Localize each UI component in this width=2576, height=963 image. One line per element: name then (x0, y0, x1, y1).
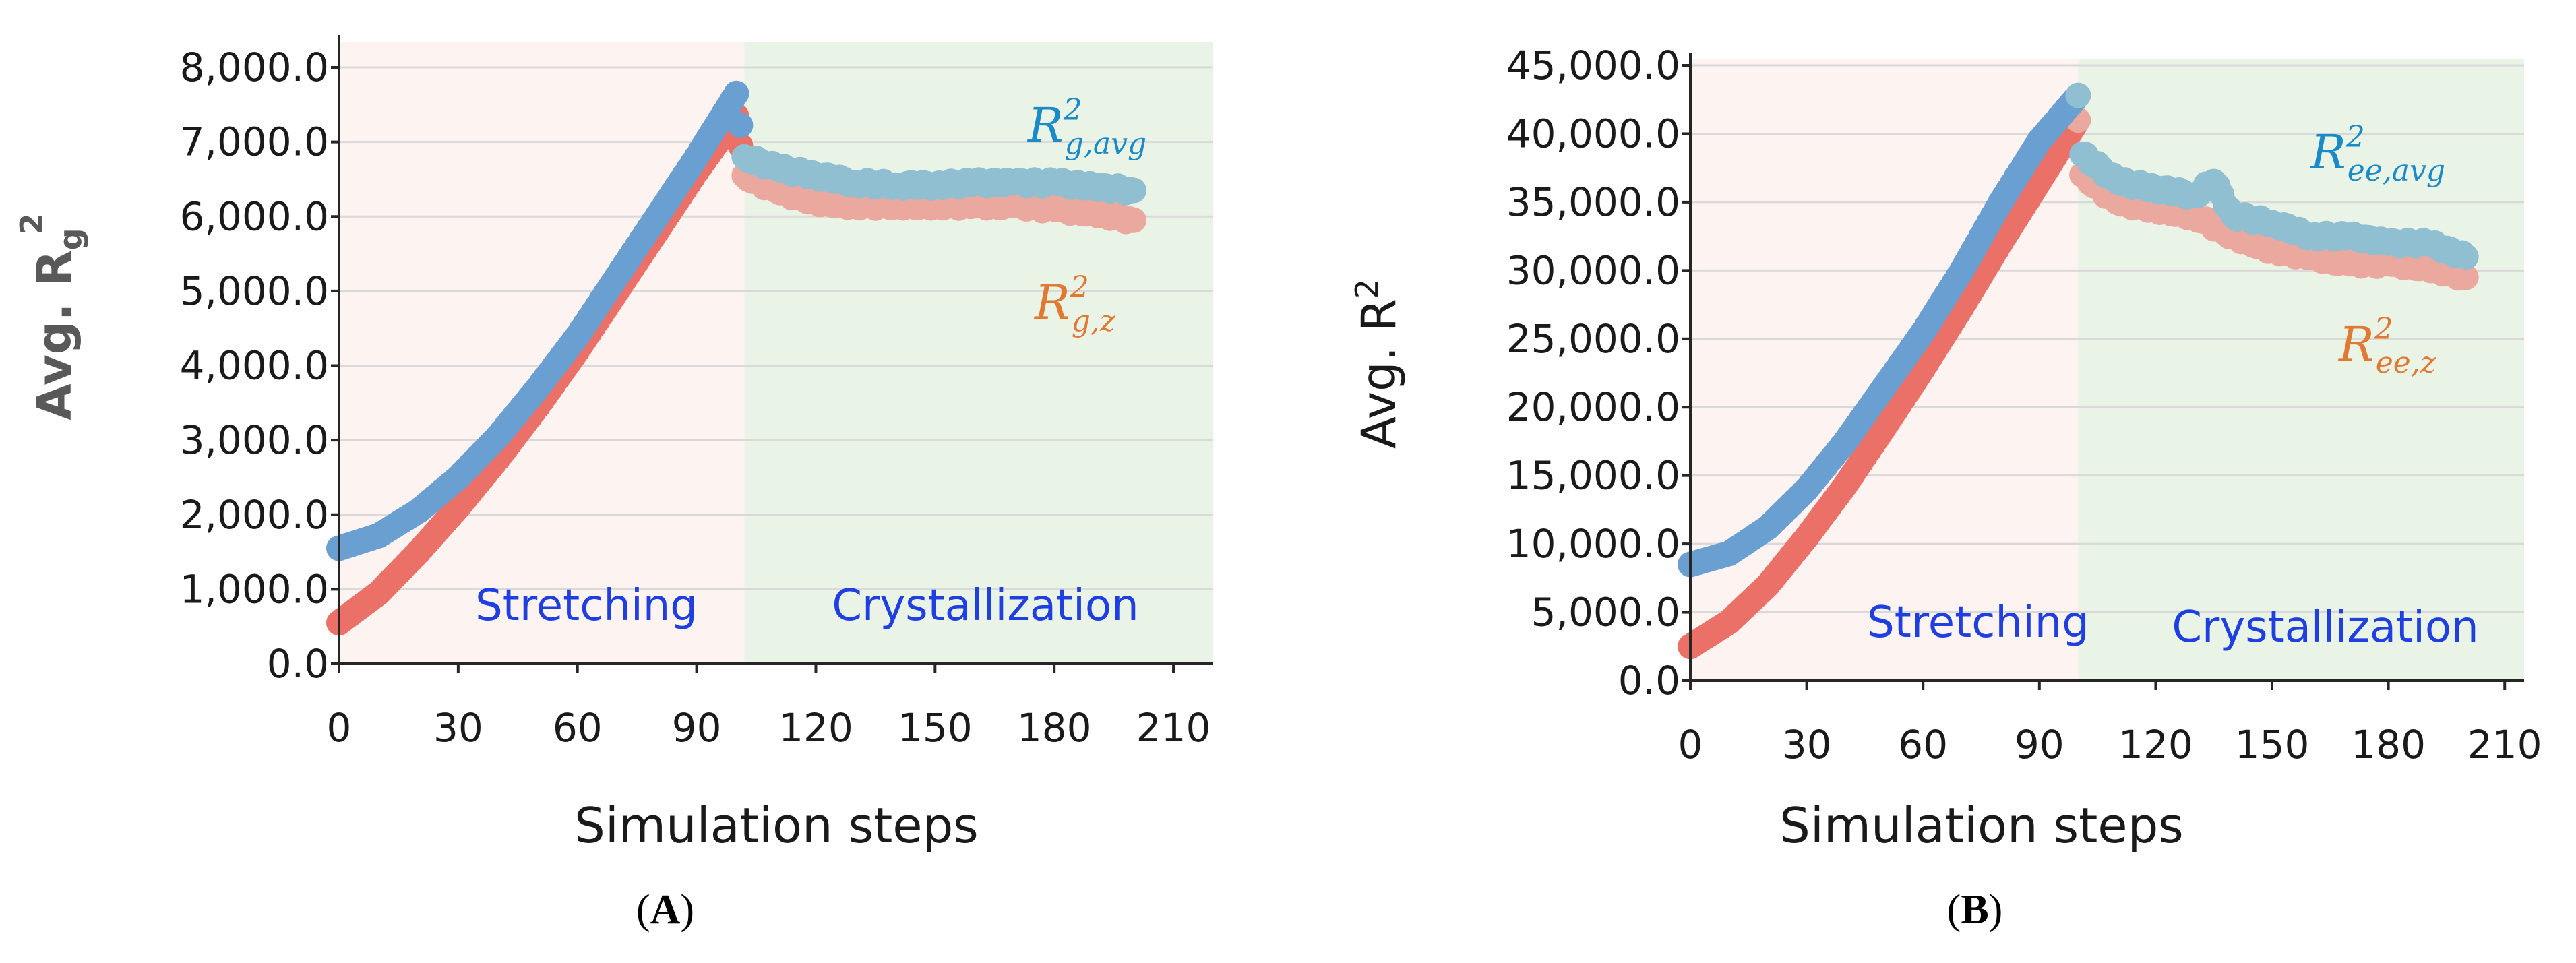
x-tick-labels: 0 30 60 90 120 150 180 210 (1678, 722, 2542, 768)
data-point (2453, 264, 2479, 290)
panel-label-b: (B) (1947, 887, 2003, 933)
panel-label-a: (A) (636, 887, 694, 933)
y-tick-label: 35,000.0 (1506, 179, 1680, 225)
axes (331, 35, 1213, 673)
y-tick-label: 30,000.0 (1506, 247, 1680, 293)
x-tick-label: 60 (553, 705, 603, 751)
x-axis-title: Simulation steps (574, 797, 979, 854)
x-tick-label: 90 (672, 705, 722, 751)
y-tick-label: 10,000.0 (1506, 521, 1680, 567)
y-tick-label: 8,000.0 (180, 44, 329, 90)
x-tick-label: 30 (1782, 722, 1832, 768)
crystallization-phase-background (2078, 59, 2524, 681)
phase-label-stretching: Stretching (1867, 598, 2089, 648)
phase-label-stretching: Stretching (475, 581, 698, 631)
y-tick-label: 20,000.0 (1506, 384, 1680, 430)
x-tick-label: 210 (1136, 705, 1211, 751)
y-tick-label: 1,000.0 (180, 566, 329, 612)
phase-label-crystallization: Crystallization (2172, 602, 2478, 652)
x-tick-label: 120 (2118, 722, 2193, 768)
x-tick-label: 180 (2351, 722, 2426, 768)
series-rg-avg-points (326, 80, 1147, 561)
x-tick-label: 150 (898, 705, 973, 751)
x-tick-label: 0 (1678, 722, 1703, 768)
data-point (1121, 207, 1147, 233)
series-label-avg: R2 g,avg (1026, 93, 1146, 161)
data-point (723, 80, 749, 106)
y-tick-label: 0.0 (267, 641, 329, 687)
x-axis-title: Simulation steps (1779, 797, 2184, 854)
phase-label-crystallization: Crystallization (832, 581, 1138, 631)
data-point (1121, 177, 1147, 204)
x-tick-label: 30 (433, 705, 483, 751)
axes (1682, 53, 2524, 690)
x-tick-label: 150 (2235, 722, 2310, 768)
data-point (2065, 82, 2091, 108)
x-tick-label: 0 (327, 705, 352, 751)
y-tick-label: 7,000.0 (180, 119, 329, 165)
series-ree-avg-points (1678, 82, 2479, 578)
series-label-z: R2 g,z (1033, 270, 1116, 338)
y-tick-labels: 0.0 5,000.0 10,000.0 15,000.0 20,000.0 25,000… (1506, 42, 1680, 704)
series-label-avg: R2 ee,avg (2309, 120, 2445, 188)
y-tick-label: 6,000.0 (180, 193, 329, 239)
y-tick-label: 45,000.0 (1506, 42, 1680, 88)
x-tick-label: 90 (2015, 722, 2064, 768)
y-tick-label: 15,000.0 (1506, 453, 1680, 499)
x-tick-labels: 0 30 60 90 120 150 180 210 (327, 705, 1211, 751)
x-tick-label: 60 (1898, 722, 1948, 768)
series-label-z: R2 ee,z (2337, 312, 2436, 380)
y-tick-label: 4,000.0 (180, 343, 329, 389)
y-tick-label: 2,000.0 (180, 492, 329, 538)
y-tick-label: 25,000.0 (1506, 316, 1680, 362)
y-tick-label: 3,000.0 (180, 417, 329, 463)
crystallization-phase-background (744, 42, 1213, 664)
data-point (727, 112, 754, 138)
data-point (2453, 244, 2479, 270)
y-tick-label: 0.0 (1618, 658, 1680, 704)
y-axis-title: Avg. R2 (1349, 279, 1407, 449)
panel-a-chart: 0.0 1,000.0 2,000.0 3,000.0 4,000.0 5,000.0 6,… (13, 35, 1213, 933)
y-tick-labels: 0.0 1,000.0 2,000.0 3,000.0 4,000.0 5,000.0 6,… (180, 44, 329, 687)
x-tick-label: 120 (778, 705, 853, 751)
y-tick-label: 5,000.0 (1531, 590, 1680, 635)
panel-b-chart: 0.0 5,000.0 10,000.0 15,000.0 20,000.0 25,000… (1349, 42, 2542, 933)
x-tick-label: 210 (2467, 722, 2542, 768)
gridlines (339, 66, 1213, 590)
x-tick-label: 180 (1017, 705, 1092, 751)
y-axis-title: Avg. Rg2 (13, 213, 89, 420)
y-tick-label: 40,000.0 (1506, 111, 1680, 156)
y-tick-label: 5,000.0 (180, 268, 329, 314)
